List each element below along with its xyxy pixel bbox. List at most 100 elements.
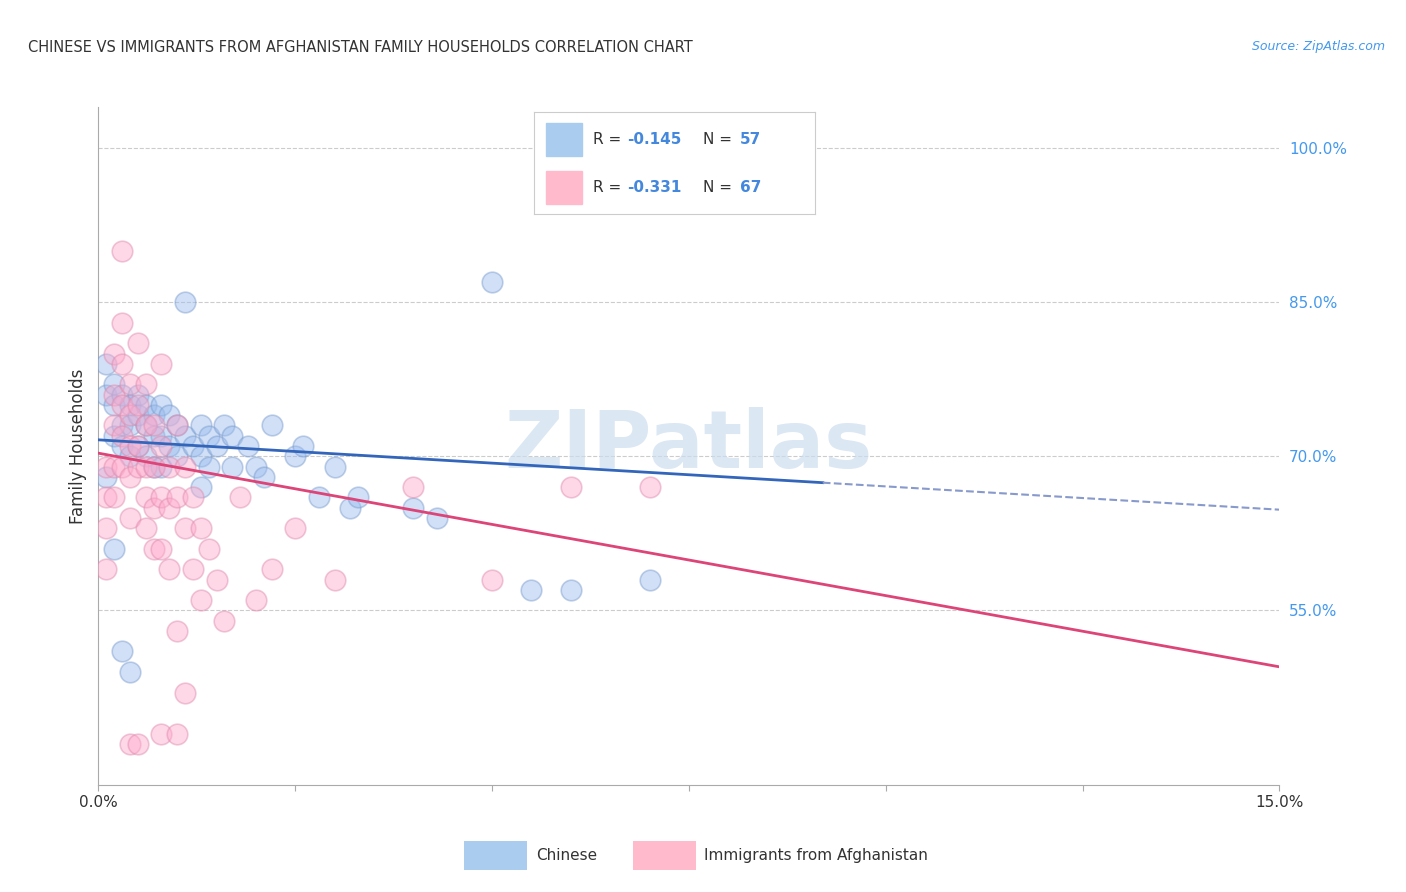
Point	[157, 500, 180, 515]
Point	[118, 511, 141, 525]
Text: -0.331: -0.331	[627, 180, 682, 195]
Point	[190, 450, 212, 464]
Text: -0.145: -0.145	[627, 132, 682, 146]
Point	[96, 357, 118, 371]
Point	[174, 685, 197, 699]
Point	[118, 398, 141, 412]
Point	[190, 480, 212, 494]
Point	[135, 418, 157, 433]
Point	[142, 418, 165, 433]
Point	[142, 459, 165, 474]
Point	[118, 377, 141, 392]
Text: CHINESE VS IMMIGRANTS FROM AFGHANISTAN FAMILY HOUSEHOLDS CORRELATION CHART: CHINESE VS IMMIGRANTS FROM AFGHANISTAN F…	[28, 40, 693, 55]
Text: Immigrants from Afghanistan: Immigrants from Afghanistan	[704, 848, 928, 863]
Point	[111, 387, 134, 401]
Point	[135, 418, 157, 433]
Text: R =: R =	[593, 180, 627, 195]
Point	[190, 418, 212, 433]
Point	[190, 521, 212, 535]
Point	[174, 521, 197, 535]
Point	[111, 459, 134, 474]
Point	[118, 737, 141, 751]
Point	[118, 439, 141, 453]
Point	[166, 726, 188, 740]
Point	[197, 459, 219, 474]
Point	[181, 562, 204, 576]
Point	[174, 428, 197, 442]
Point	[174, 459, 197, 474]
Point	[560, 480, 582, 494]
Point	[157, 562, 180, 576]
Point	[96, 491, 118, 505]
Point	[111, 357, 134, 371]
Point	[118, 665, 141, 679]
Point	[214, 418, 236, 433]
Point	[166, 450, 188, 464]
Point	[111, 316, 134, 330]
Point	[96, 562, 118, 576]
Text: R =: R =	[593, 132, 627, 146]
Text: N =: N =	[703, 132, 737, 146]
Point	[481, 573, 503, 587]
Text: 57: 57	[740, 132, 761, 146]
Point	[127, 387, 149, 401]
Point	[260, 418, 283, 433]
Point	[135, 459, 157, 474]
Point	[127, 737, 149, 751]
FancyBboxPatch shape	[546, 171, 582, 204]
Point	[174, 295, 197, 310]
Point	[96, 470, 118, 484]
Point	[135, 398, 157, 412]
Point	[150, 541, 173, 556]
Point	[402, 480, 425, 494]
Point	[111, 644, 134, 658]
Point	[323, 459, 346, 474]
Point	[181, 491, 204, 505]
Point	[142, 541, 165, 556]
Point	[221, 428, 243, 442]
Point	[127, 336, 149, 351]
Point	[638, 480, 661, 494]
Point	[111, 439, 134, 453]
Point	[118, 408, 141, 422]
Point	[157, 459, 180, 474]
Point	[166, 418, 188, 433]
Point	[245, 459, 267, 474]
Point	[166, 418, 188, 433]
Point	[323, 573, 346, 587]
Text: 67: 67	[740, 180, 761, 195]
Point	[214, 614, 236, 628]
Y-axis label: Family Households: Family Households	[69, 368, 87, 524]
Text: ZIPatlas: ZIPatlas	[505, 407, 873, 485]
Point	[142, 459, 165, 474]
Point	[260, 562, 283, 576]
Point	[284, 450, 307, 464]
Point	[103, 428, 125, 442]
Point	[150, 459, 173, 474]
Point	[638, 573, 661, 587]
Point	[96, 387, 118, 401]
Point	[111, 428, 134, 442]
Point	[157, 408, 180, 422]
Point	[150, 428, 173, 442]
Point	[103, 387, 125, 401]
Point	[292, 439, 315, 453]
Point	[135, 521, 157, 535]
Point	[157, 439, 180, 453]
Point	[142, 500, 165, 515]
Point	[166, 491, 188, 505]
Point	[347, 491, 370, 505]
Point	[142, 408, 165, 422]
Point	[221, 459, 243, 474]
Point	[245, 593, 267, 607]
Point	[253, 470, 276, 484]
Point	[426, 511, 449, 525]
Point	[127, 398, 149, 412]
Point	[150, 357, 173, 371]
Point	[236, 439, 259, 453]
Point	[181, 439, 204, 453]
Point	[166, 624, 188, 638]
Point	[197, 541, 219, 556]
Point	[308, 491, 330, 505]
Point	[205, 439, 228, 453]
